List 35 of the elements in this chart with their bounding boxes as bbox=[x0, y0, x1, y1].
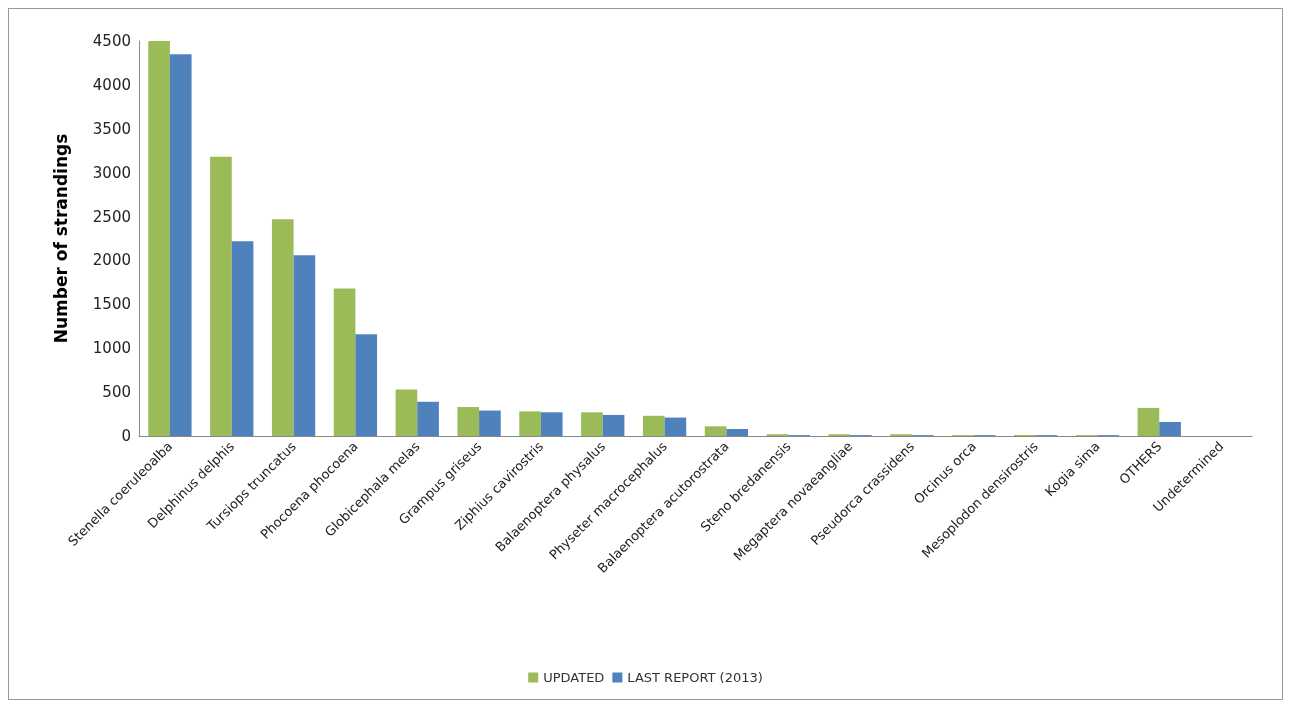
bar bbox=[664, 417, 687, 436]
bar bbox=[540, 412, 563, 436]
bar bbox=[457, 407, 480, 436]
bar bbox=[210, 156, 232, 436]
bar bbox=[395, 389, 418, 436]
y-axis-title: Number of strandings bbox=[50, 133, 71, 344]
y-tick-label: 3500 bbox=[92, 119, 131, 138]
bar bbox=[581, 412, 603, 436]
bar bbox=[417, 401, 439, 436]
bar bbox=[704, 426, 727, 436]
bar bbox=[602, 414, 625, 436]
y-tick-label: 2000 bbox=[92, 251, 131, 270]
y-tick-label: 3000 bbox=[92, 163, 131, 182]
bar bbox=[519, 411, 541, 436]
bar bbox=[642, 415, 665, 436]
y-tick-label: 0 bbox=[121, 427, 131, 445]
bar bbox=[1159, 421, 1181, 436]
y-tick-label: 4000 bbox=[92, 75, 131, 94]
bar bbox=[1137, 407, 1160, 436]
bar bbox=[479, 410, 501, 436]
bar bbox=[333, 288, 356, 436]
y-tick-label: 1000 bbox=[92, 339, 131, 358]
bar bbox=[271, 219, 294, 436]
bar bbox=[169, 54, 192, 436]
y-tick-label: 2500 bbox=[92, 207, 131, 226]
legend-label: LAST REPORT (2013) bbox=[627, 670, 763, 685]
legend-label: UPDATED bbox=[543, 670, 605, 685]
bar bbox=[231, 241, 254, 436]
bar bbox=[293, 255, 316, 436]
bar bbox=[148, 41, 170, 436]
y-tick-label: 1500 bbox=[92, 295, 131, 314]
bar bbox=[355, 334, 378, 436]
bar bbox=[726, 428, 749, 436]
y-tick-label: 500 bbox=[102, 383, 131, 402]
y-tick-label: 4500 bbox=[92, 32, 131, 50]
